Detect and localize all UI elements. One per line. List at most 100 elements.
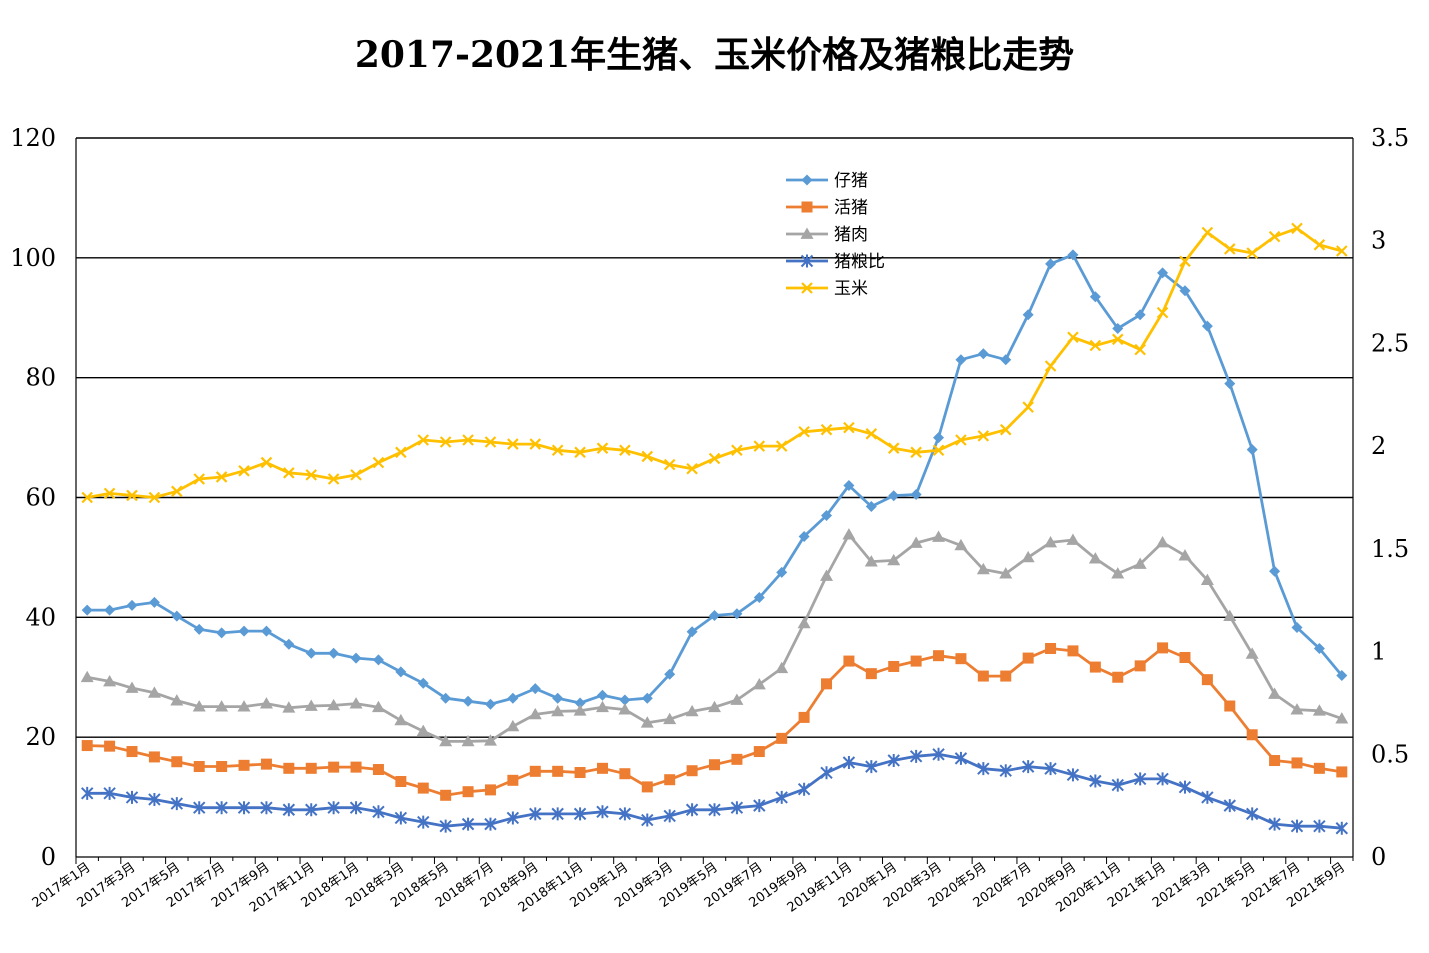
data-point	[193, 801, 206, 815]
data-point	[909, 749, 923, 763]
data-point	[1335, 821, 1349, 835]
series-猪肉	[80, 528, 1349, 747]
data-point	[1156, 772, 1169, 786]
data-point	[1112, 671, 1124, 683]
data-point	[1179, 285, 1191, 297]
data-point	[1066, 533, 1080, 545]
data-point	[1336, 766, 1348, 778]
data-point	[193, 623, 205, 635]
data-point	[1179, 255, 1191, 268]
data-point	[125, 681, 139, 693]
data-point	[798, 425, 810, 438]
data-point	[81, 604, 93, 616]
data-point	[888, 660, 900, 672]
y-left-tick-label: 20	[25, 723, 56, 751]
data-point	[1067, 249, 1079, 261]
data-point	[1067, 645, 1079, 657]
data-point	[104, 604, 116, 616]
data-point	[1291, 622, 1303, 634]
data-point	[1290, 819, 1304, 833]
y-right-tick-label: 2.5	[1371, 329, 1409, 357]
data-point	[103, 786, 116, 800]
data-point	[954, 751, 968, 765]
data-point	[171, 610, 183, 622]
data-point	[888, 490, 900, 502]
data-point	[104, 740, 116, 752]
data-point	[1111, 778, 1124, 792]
data-point	[800, 254, 814, 268]
data-point	[349, 697, 363, 709]
data-point	[753, 592, 765, 604]
data-point	[1201, 674, 1213, 686]
data-point	[865, 500, 877, 512]
legend-label: 活猪	[834, 198, 868, 218]
series-line	[87, 253, 1343, 706]
data-point	[574, 446, 586, 459]
data-point	[305, 469, 318, 481]
data-point	[1291, 757, 1303, 769]
data-point	[81, 491, 93, 504]
data-point	[618, 807, 632, 821]
data-point	[686, 462, 698, 475]
data-point	[574, 697, 586, 709]
data-point	[148, 491, 161, 504]
data-point	[260, 758, 272, 770]
data-point	[933, 432, 945, 444]
data-point	[103, 487, 116, 500]
data-point	[596, 805, 609, 819]
data-point	[574, 767, 586, 779]
data-point	[1045, 258, 1057, 270]
data-point	[1313, 762, 1325, 774]
data-point	[663, 712, 677, 725]
data-point	[304, 699, 318, 711]
data-point	[955, 354, 967, 366]
data-point	[752, 677, 766, 690]
data-point	[865, 668, 877, 680]
data-point	[820, 423, 833, 436]
data-point	[1000, 354, 1012, 366]
data-point	[461, 817, 475, 831]
data-point	[641, 450, 654, 463]
data-point	[1223, 799, 1236, 813]
data-point	[596, 689, 608, 701]
data-point	[775, 440, 788, 452]
data-point	[999, 567, 1013, 579]
data-point	[686, 626, 698, 638]
data-point	[730, 693, 744, 705]
data-point	[910, 446, 922, 459]
data-point	[170, 797, 184, 811]
data-point	[1021, 760, 1035, 774]
data-point	[238, 465, 250, 477]
data-point	[731, 753, 743, 765]
data-point	[909, 536, 923, 548]
y-left-tick-label: 40	[25, 603, 56, 631]
data-point	[328, 761, 340, 773]
data-point	[417, 677, 429, 689]
data-point	[1157, 267, 1169, 279]
series-活猪	[81, 642, 1348, 801]
data-point	[483, 734, 497, 746]
data-point	[1268, 687, 1282, 699]
y-right-tick-label: 3	[1371, 227, 1386, 255]
data-point	[462, 695, 474, 707]
data-point	[618, 703, 632, 715]
data-point	[283, 467, 295, 479]
data-point	[820, 766, 833, 780]
data-point	[1245, 807, 1259, 821]
data-point	[1224, 700, 1236, 712]
data-point	[709, 759, 720, 771]
data-point	[371, 700, 385, 713]
data-point	[685, 803, 699, 817]
data-point	[821, 678, 833, 690]
data-point	[551, 807, 564, 821]
data-point	[798, 711, 810, 723]
data-point	[193, 473, 205, 485]
data-point	[641, 781, 653, 793]
y-left-tick-label: 100	[10, 244, 56, 272]
data-point	[126, 599, 138, 611]
series-玉米	[81, 222, 1348, 504]
data-point	[1022, 309, 1034, 321]
data-point	[820, 569, 834, 581]
data-point	[1000, 670, 1012, 682]
